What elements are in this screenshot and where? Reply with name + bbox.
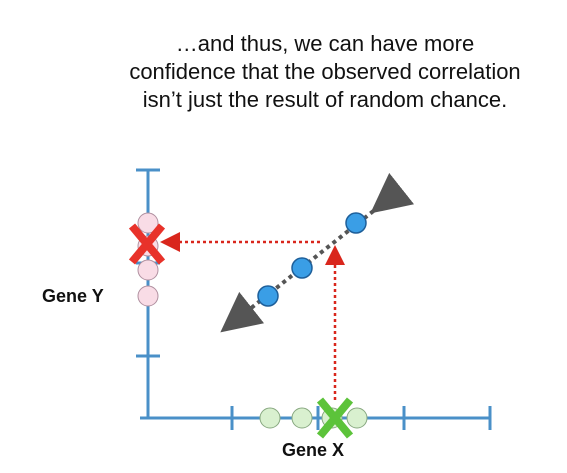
axes bbox=[136, 168, 492, 430]
green-point bbox=[291, 407, 313, 429]
y-axis-label: Gene Y bbox=[42, 286, 104, 306]
caption-text: …and thus, we can have more confidence t… bbox=[129, 31, 521, 112]
red-x-icon bbox=[128, 223, 166, 265]
blue-point bbox=[257, 285, 279, 307]
green-x-icon bbox=[316, 397, 354, 439]
green-point bbox=[259, 407, 281, 429]
pink-point bbox=[137, 212, 159, 234]
green-point bbox=[346, 407, 368, 429]
x-axis-label: Gene X bbox=[282, 440, 345, 460]
blue-point bbox=[291, 257, 313, 279]
data-points bbox=[257, 212, 367, 307]
blue-point bbox=[345, 212, 367, 234]
pink-point bbox=[137, 259, 159, 281]
pink-point bbox=[137, 285, 159, 307]
